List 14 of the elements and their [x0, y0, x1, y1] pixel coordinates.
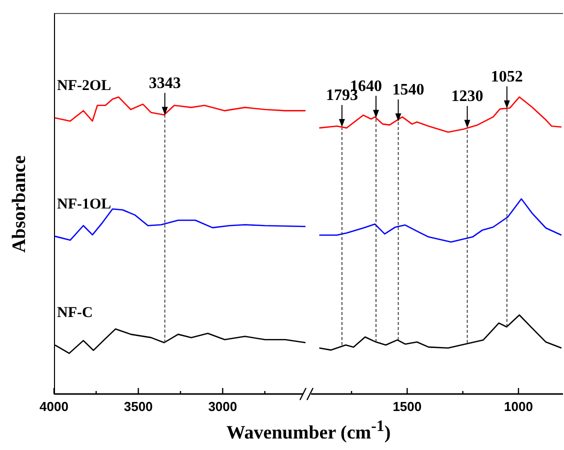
series-label: NF-C	[57, 305, 93, 321]
annotation: 1540	[392, 81, 424, 98]
x-tick-label: 1500	[392, 399, 422, 414]
annotation: 1230	[451, 88, 484, 105]
annotation: 3343	[148, 74, 181, 92]
x-tick-label: 3000	[208, 399, 238, 414]
annotation: 1052	[490, 68, 523, 86]
y-axis-title: Absorbance	[9, 154, 31, 252]
x-tick-label: 3500	[124, 399, 153, 414]
x-tick-label: 1000	[504, 399, 533, 414]
series-label: NF-1OL	[57, 196, 112, 212]
series-label: NF-2OL	[57, 78, 112, 94]
x-tick-label: 4000	[40, 399, 68, 414]
x-axis-title: Wavenumber (cm$^{-1}$)	[225, 418, 392, 444]
